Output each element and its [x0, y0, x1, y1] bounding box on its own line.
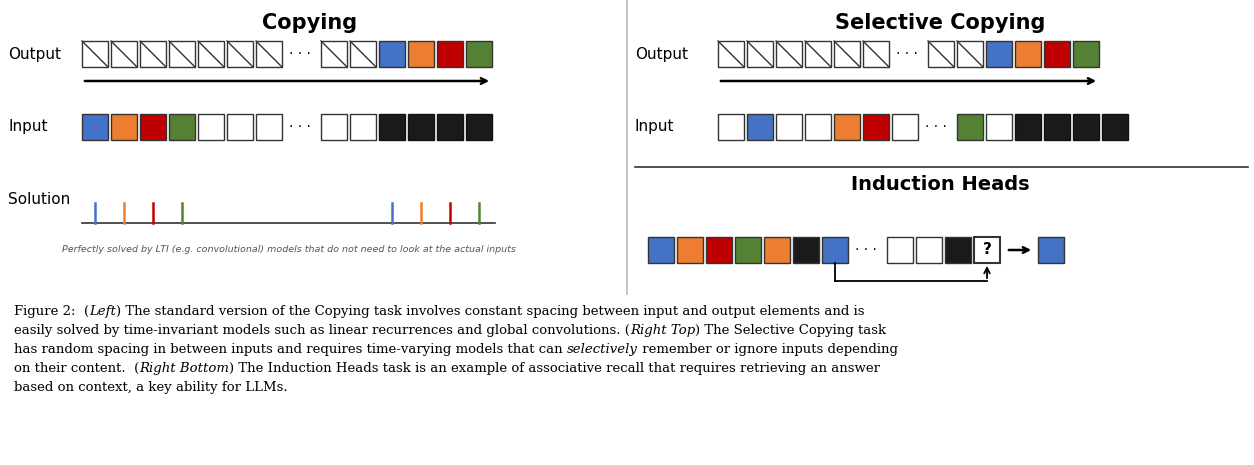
Text: Right Top: Right Top — [630, 324, 695, 337]
Bar — [706, 237, 732, 263]
Bar — [834, 114, 860, 140]
Bar — [436, 114, 463, 140]
Text: on their content.  (: on their content. ( — [14, 362, 139, 375]
Bar — [256, 41, 282, 67]
Bar — [677, 237, 703, 263]
Bar — [946, 237, 971, 263]
Bar — [892, 114, 918, 140]
Bar — [764, 237, 790, 263]
Bar — [1045, 114, 1070, 140]
Text: ?: ? — [983, 243, 992, 258]
Text: Solution: Solution — [8, 193, 70, 207]
Bar — [82, 114, 108, 140]
Text: ) The Induction Heads task is an example of associative recall that requires ret: ) The Induction Heads task is an example… — [229, 362, 880, 375]
Bar — [350, 41, 376, 67]
Bar — [863, 41, 889, 67]
Text: Copying: Copying — [262, 13, 357, 33]
Text: · · ·: · · · — [897, 47, 918, 61]
Bar — [1038, 237, 1063, 263]
Bar — [957, 41, 983, 67]
Text: has random spacing in between inputs and requires time-varying models that can: has random spacing in between inputs and… — [14, 343, 567, 356]
Text: ) The Selective Copying task: ) The Selective Copying task — [695, 324, 887, 337]
Bar — [321, 114, 347, 140]
Bar — [256, 114, 282, 140]
Bar — [1073, 41, 1099, 67]
Text: · · ·: · · · — [855, 243, 877, 257]
Text: · · ·: · · · — [288, 120, 311, 134]
Bar — [1014, 114, 1041, 140]
Bar — [379, 41, 405, 67]
Text: Perfectly solved by LTI (e.g. convolutional) models that do not need to look at : Perfectly solved by LTI (e.g. convolutio… — [61, 246, 515, 254]
Bar — [776, 114, 803, 140]
Text: Output: Output — [635, 46, 688, 61]
Text: Left: Left — [89, 305, 117, 318]
Bar — [1102, 114, 1129, 140]
Bar — [735, 237, 761, 263]
Text: · · ·: · · · — [925, 120, 947, 134]
Bar — [747, 114, 772, 140]
Bar — [198, 114, 224, 140]
Bar — [805, 41, 831, 67]
Bar — [1073, 114, 1099, 140]
Bar — [793, 237, 819, 263]
Bar — [169, 114, 196, 140]
Bar — [169, 41, 196, 67]
Text: easily solved by time-invariant models such as linear recurrences and global con: easily solved by time-invariant models s… — [14, 324, 630, 337]
Bar — [140, 41, 166, 67]
Bar — [466, 114, 492, 140]
Bar — [112, 41, 137, 67]
Text: ) The standard version of the Copying task involves constant spacing between inp: ) The standard version of the Copying ta… — [117, 305, 864, 318]
Bar — [747, 41, 772, 67]
Bar — [719, 114, 744, 140]
Bar — [648, 237, 673, 263]
Bar — [805, 114, 831, 140]
Text: Input: Input — [635, 120, 675, 134]
Text: Right Bottom: Right Bottom — [139, 362, 229, 375]
Bar — [1014, 41, 1041, 67]
Text: based on context, a key ability for LLMs.: based on context, a key ability for LLMs… — [14, 381, 287, 394]
Bar — [112, 114, 137, 140]
Bar — [321, 41, 347, 67]
Bar — [915, 237, 942, 263]
Bar — [776, 41, 803, 67]
Bar — [379, 114, 405, 140]
Bar — [436, 41, 463, 67]
Bar — [466, 41, 492, 67]
Text: selectively: selectively — [567, 343, 638, 356]
Bar — [408, 41, 434, 67]
Bar — [408, 114, 434, 140]
Text: Input: Input — [8, 120, 48, 134]
Bar — [719, 41, 744, 67]
Text: Induction Heads: Induction Heads — [850, 175, 1030, 194]
Bar — [350, 114, 376, 140]
Bar — [834, 41, 860, 67]
Text: Output: Output — [8, 46, 61, 61]
Text: Figure 2:  (: Figure 2: ( — [14, 305, 89, 318]
Bar — [957, 114, 983, 140]
Bar — [986, 41, 1012, 67]
Text: · · ·: · · · — [288, 47, 311, 61]
Bar — [1045, 41, 1070, 67]
Bar — [227, 114, 253, 140]
Bar — [928, 41, 954, 67]
Text: remember or ignore inputs depending: remember or ignore inputs depending — [638, 343, 898, 356]
Text: Selective Copying: Selective Copying — [835, 13, 1045, 33]
Bar — [986, 114, 1012, 140]
Bar — [198, 41, 224, 67]
Bar — [140, 114, 166, 140]
Bar — [82, 41, 108, 67]
Bar — [974, 237, 999, 263]
Bar — [823, 237, 848, 263]
Bar — [863, 114, 889, 140]
Bar — [227, 41, 253, 67]
Bar — [887, 237, 913, 263]
